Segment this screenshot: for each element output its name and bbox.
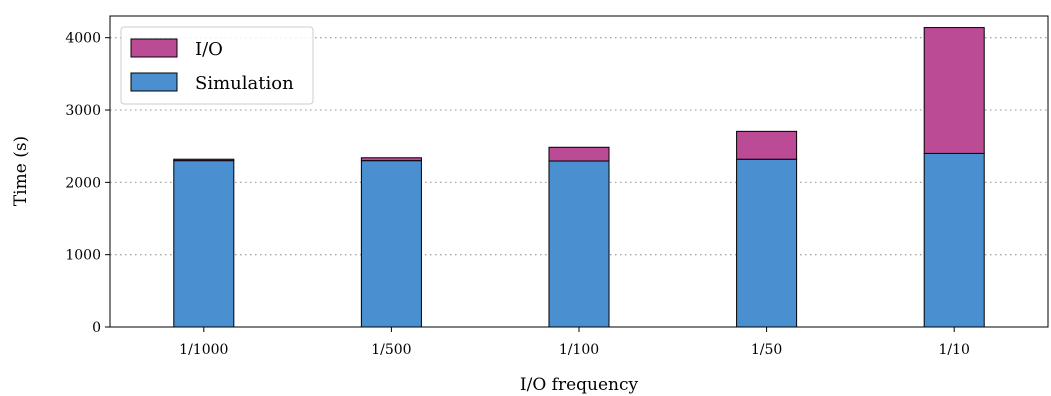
y-tick-label: 4000 <box>65 31 101 47</box>
legend: I/O Simulation <box>120 26 314 105</box>
bar-simulation-4 <box>736 158 798 328</box>
y-tick-label: 3000 <box>65 103 101 119</box>
legend-label-simulation: Simulation <box>195 73 294 94</box>
y-tick-label: 1000 <box>65 248 101 264</box>
bar-i-o-1 <box>173 158 235 162</box>
bar-simulation-5 <box>923 152 985 328</box>
legend-swatch-i-o <box>130 38 178 58</box>
y-axis-label: Time (s) <box>11 136 31 206</box>
x-axis: 1/1000 1/500 1/100 1/50 1/10 <box>179 327 970 358</box>
bar-simulation-2 <box>360 160 422 328</box>
bar-i-o-5 <box>923 27 985 154</box>
x-tick-label: 1/500 <box>371 342 411 358</box>
y-tick-label: 2000 <box>65 175 101 191</box>
bar-i-o-2 <box>360 157 422 162</box>
legend-label-i-o: I/O <box>195 39 223 60</box>
x-axis-label: I/O frequency <box>520 375 639 395</box>
y-tick-label: 0 <box>92 320 101 336</box>
x-tick-label: 1/50 <box>751 342 782 358</box>
bar-i-o-4 <box>736 130 798 160</box>
bar-simulation-3 <box>548 160 610 328</box>
bars <box>173 27 985 328</box>
bar-i-o-3 <box>548 146 610 162</box>
x-tick-label: 1/10 <box>938 342 969 358</box>
x-tick-label: 1/100 <box>559 342 599 358</box>
y-axis: 0 1000 2000 3000 4000 <box>65 31 110 336</box>
x-tick-label: 1/1000 <box>179 342 228 358</box>
legend-swatch-simulation <box>130 72 178 92</box>
bar-simulation-1 <box>173 160 235 328</box>
